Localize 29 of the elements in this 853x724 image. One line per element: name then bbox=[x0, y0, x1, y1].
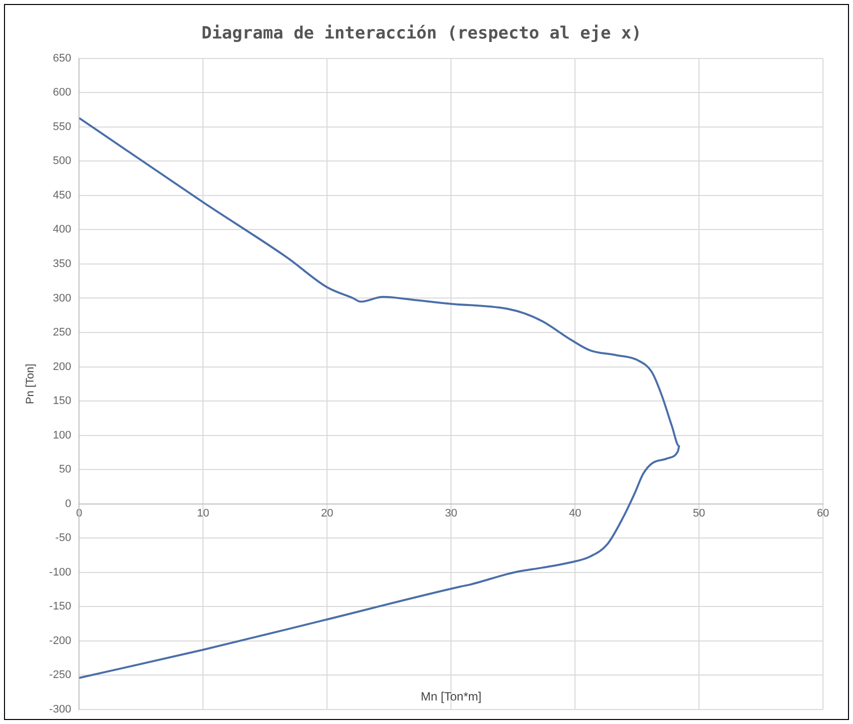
y-tick-label: -250 bbox=[49, 669, 72, 682]
y-tick-label: 0 bbox=[65, 498, 72, 510]
y-tick-label: 150 bbox=[52, 395, 72, 408]
y-tick-label: 500 bbox=[52, 155, 72, 168]
y-tick-label: 300 bbox=[52, 292, 72, 304]
x-axis-title: Mn [Ton*m] bbox=[420, 690, 482, 704]
y-tick-label: 550 bbox=[52, 120, 72, 133]
x-tick-label: 20 bbox=[321, 507, 334, 520]
y-tick-label: 650 bbox=[52, 52, 72, 64]
y-tick-label: 50 bbox=[58, 464, 72, 476]
x-tick-label: 40 bbox=[568, 507, 582, 520]
y-tick-label: 350 bbox=[52, 258, 72, 270]
x-tick-label: 60 bbox=[816, 507, 830, 520]
x-tick-label: 10 bbox=[197, 507, 210, 520]
y-tick-label: -200 bbox=[49, 634, 72, 647]
chart-title: Diagrama de interacción (respecto al eje x) bbox=[201, 24, 642, 44]
x-tick-label: 30 bbox=[444, 507, 458, 520]
y-axis-title: Pn [Ton] bbox=[24, 364, 37, 404]
y-tick-label: 200 bbox=[52, 360, 72, 373]
y-tick-label: -150 bbox=[49, 600, 72, 613]
y-tick-label: 100 bbox=[52, 429, 72, 442]
y-tick-label: -100 bbox=[49, 566, 72, 578]
y-tick-label: 450 bbox=[52, 189, 72, 202]
y-tick-label: -50 bbox=[55, 532, 72, 544]
y-tick-label: 600 bbox=[52, 86, 72, 99]
y-tick-label: 250 bbox=[52, 326, 72, 339]
y-tick-label: -300 bbox=[49, 703, 72, 716]
x-tick-label: 50 bbox=[692, 507, 706, 520]
y-tick-label: 400 bbox=[52, 224, 72, 236]
